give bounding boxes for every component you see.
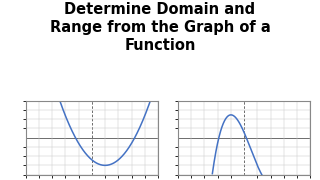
- Text: Determine Domain and
Range from the Graph of a
Function: Determine Domain and Range from the Grap…: [50, 2, 270, 53]
